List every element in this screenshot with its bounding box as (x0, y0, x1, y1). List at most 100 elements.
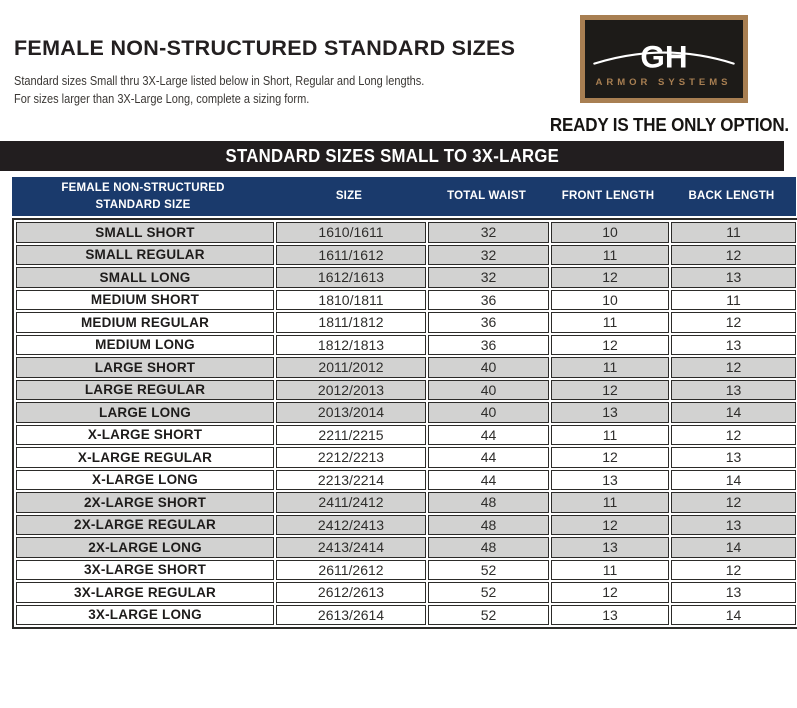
sizing-table-rows: SMALL SHORT 1610/1611 32 10 11 SMALL REG… (16, 222, 796, 625)
cell-size-name: 2X-LARGE REGULAR (16, 514, 274, 535)
cell-size-code: 2612/2613 (276, 582, 426, 603)
cell-back-length: 12 (671, 492, 796, 513)
table-row: 2X-LARGE REGULAR 2412/2413 48 12 13 (16, 514, 796, 535)
cell-back-length: 13 (671, 514, 796, 535)
cell-size-code: 2213/2214 (276, 469, 426, 490)
sizing-table: FEMALE NON-STRUCTURED STANDARD SIZE SIZE… (12, 177, 797, 629)
cell-back-length: 11 (671, 222, 796, 243)
cell-front-length: 11 (551, 492, 669, 513)
cell-total-waist: 40 (428, 379, 549, 400)
cell-front-length: 12 (551, 582, 669, 603)
table-row: MEDIUM REGULAR 1811/1812 36 11 12 (16, 312, 796, 333)
cell-back-length: 14 (671, 402, 796, 423)
cell-size-code: 1612/1613 (276, 267, 426, 288)
table-row: MEDIUM SHORT 1810/1811 36 10 11 (16, 289, 796, 310)
cell-total-waist: 48 (428, 537, 549, 558)
cell-front-length: 13 (551, 402, 669, 423)
gh-logo-mark-icon: GH (592, 38, 735, 74)
cell-size-code: 2012/2013 (276, 379, 426, 400)
cell-size-code: 2212/2213 (276, 447, 426, 468)
cell-front-length: 11 (551, 559, 669, 580)
cell-size-name: LARGE SHORT (16, 357, 274, 378)
cell-total-waist: 32 (428, 267, 549, 288)
gh-armor-logo: GH ARMOR SYSTEMS (579, 15, 748, 103)
page-subtitle: Standard sizes Small thru 3X-Large liste… (14, 73, 424, 109)
cell-size-name: LARGE LONG (16, 402, 274, 423)
cell-size-name: SMALL SHORT (16, 222, 274, 243)
cell-back-length: 13 (671, 582, 796, 603)
sizing-table-header: FEMALE NON-STRUCTURED STANDARD SIZE SIZE… (12, 177, 796, 216)
cell-size-name: 2X-LARGE SHORT (16, 492, 274, 513)
gh-logo-letters: GH (640, 38, 687, 74)
brand-tagline: READY IS THE ONLY OPTION. (549, 114, 789, 135)
cell-size-code: 2211/2215 (276, 424, 426, 445)
cell-back-length: 14 (671, 469, 796, 490)
cell-size-code: 1611/1612 (276, 244, 426, 265)
cell-front-length: 12 (551, 334, 669, 355)
cell-size-code: 2013/2014 (276, 402, 426, 423)
cell-size-code: 2611/2612 (276, 559, 426, 580)
col-header-back-length: BACK LENGTH (688, 190, 775, 203)
cell-front-length: 11 (551, 357, 669, 378)
cell-back-length: 13 (671, 447, 796, 468)
cell-size-name: 3X-LARGE SHORT (16, 559, 274, 580)
table-row: LARGE LONG 2013/2014 40 13 14 (16, 402, 796, 423)
cell-front-length: 12 (551, 379, 669, 400)
cell-size-name: MEDIUM LONG (16, 334, 274, 355)
table-row: 3X-LARGE LONG 2613/2614 52 13 14 (16, 604, 796, 625)
cell-back-length: 12 (671, 244, 796, 265)
cell-total-waist: 36 (428, 289, 549, 310)
cell-front-length: 10 (551, 289, 669, 310)
col-header-total-waist: TOTAL WAIST (447, 190, 526, 203)
cell-back-length: 13 (671, 334, 796, 355)
cell-total-waist: 48 (428, 492, 549, 513)
cell-total-waist: 40 (428, 357, 549, 378)
sizing-table-body: SMALL SHORT 1610/1611 32 10 11 SMALL REG… (12, 218, 797, 629)
cell-size-name: X-LARGE SHORT (16, 424, 274, 445)
table-row: SMALL LONG 1612/1613 32 12 13 (16, 267, 796, 288)
cell-total-waist: 36 (428, 312, 549, 333)
cell-front-length: 11 (551, 424, 669, 445)
cell-total-waist: 44 (428, 424, 549, 445)
table-row: SMALL SHORT 1610/1611 32 10 11 (16, 222, 796, 243)
section-banner: STANDARD SIZES SMALL TO 3X-LARGE (0, 141, 784, 171)
cell-back-length: 11 (671, 289, 796, 310)
cell-size-code: 2613/2614 (276, 604, 426, 625)
cell-size-code: 2411/2412 (276, 492, 426, 513)
cell-size-name: 3X-LARGE LONG (16, 604, 274, 625)
cell-total-waist: 36 (428, 334, 549, 355)
cell-size-name: 3X-LARGE REGULAR (16, 582, 274, 603)
col-header-size: SIZE (335, 190, 363, 203)
cell-size-name: 2X-LARGE LONG (16, 537, 274, 558)
table-row: X-LARGE REGULAR 2212/2213 44 12 13 (16, 447, 796, 468)
cell-size-name: SMALL REGULAR (16, 244, 274, 265)
cell-size-name: LARGE REGULAR (16, 379, 274, 400)
table-row: X-LARGE LONG 2213/2214 44 13 14 (16, 469, 796, 490)
cell-front-length: 11 (551, 244, 669, 265)
cell-total-waist: 52 (428, 559, 549, 580)
table-row: 2X-LARGE SHORT 2411/2412 48 11 12 (16, 492, 796, 513)
cell-back-length: 12 (671, 424, 796, 445)
cell-total-waist: 52 (428, 604, 549, 625)
cell-size-code: 2412/2413 (276, 514, 426, 535)
cell-back-length: 14 (671, 604, 796, 625)
logo-brand-text: ARMOR SYSTEMS (595, 77, 732, 88)
cell-size-name: X-LARGE REGULAR (16, 447, 274, 468)
section-banner-title: STANDARD SIZES SMALL TO 3X-LARGE (225, 145, 559, 166)
cell-back-length: 12 (671, 559, 796, 580)
cell-size-name: MEDIUM SHORT (16, 289, 274, 310)
table-row: MEDIUM LONG 1812/1813 36 12 13 (16, 334, 796, 355)
cell-total-waist: 32 (428, 222, 549, 243)
header-row: FEMALE NON-STRUCTURED STANDARD SIZE SIZE… (14, 179, 794, 214)
cell-front-length: 10 (551, 222, 669, 243)
cell-total-waist: 32 (428, 244, 549, 265)
cell-size-name: MEDIUM REGULAR (16, 312, 274, 333)
brand-block: GH ARMOR SYSTEMS READY IS THE ONLY OPTIO… (540, 15, 789, 136)
table-row: 3X-LARGE REGULAR 2612/2613 52 12 13 (16, 582, 796, 603)
table-row: SMALL REGULAR 1611/1612 32 11 12 (16, 244, 796, 265)
col-header-standard-size: FEMALE NON-STRUCTURED STANDARD SIZE (61, 181, 225, 211)
cell-back-length: 12 (671, 312, 796, 333)
cell-total-waist: 52 (428, 582, 549, 603)
cell-size-name: X-LARGE LONG (16, 469, 274, 490)
